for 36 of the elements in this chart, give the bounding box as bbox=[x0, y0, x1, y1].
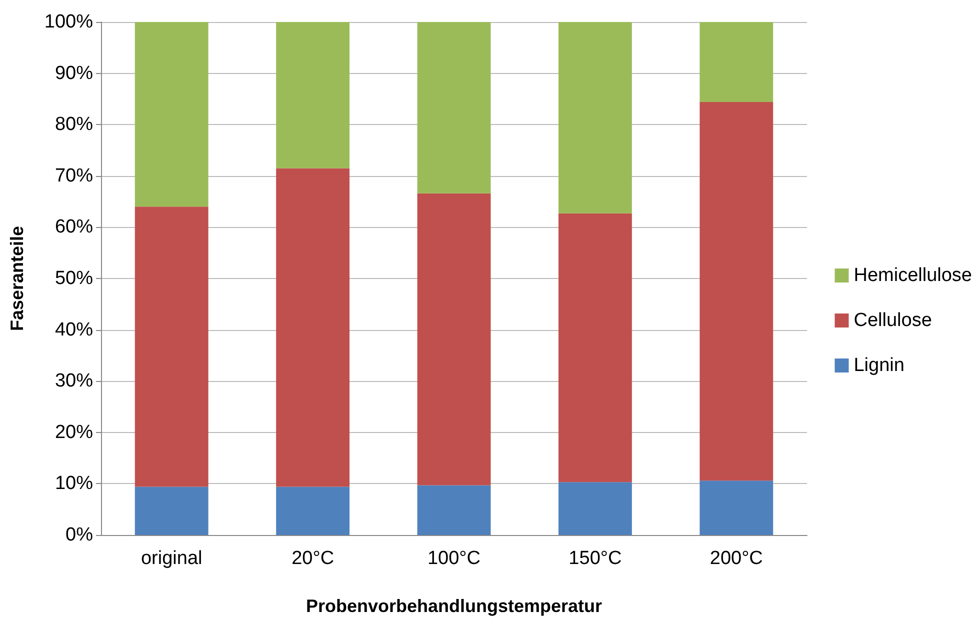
bar bbox=[417, 193, 491, 486]
legend-label: Hemicellulose bbox=[854, 265, 972, 286]
x-tick-label: 100°C bbox=[427, 548, 481, 569]
bar bbox=[134, 206, 208, 487]
x-tick-label: 20°C bbox=[292, 548, 334, 569]
bar bbox=[276, 168, 350, 487]
bar bbox=[558, 213, 632, 482]
y-tick-label: 70% bbox=[54, 165, 94, 186]
bar bbox=[558, 22, 632, 214]
bar bbox=[134, 486, 208, 535]
x-axis-title: Probenvorbehandlungstemperatur bbox=[306, 596, 602, 616]
y-tick-label: 100% bbox=[44, 12, 94, 32]
bar bbox=[276, 22, 350, 168]
bar bbox=[700, 480, 774, 535]
bar bbox=[558, 482, 632, 535]
y-tick-label: 80% bbox=[54, 114, 94, 136]
bar bbox=[700, 22, 774, 102]
y-tick-label: 10% bbox=[54, 473, 94, 494]
bar bbox=[134, 22, 208, 207]
y-tick-label: 90% bbox=[54, 62, 94, 84]
x-tick-label: 150°C bbox=[568, 548, 622, 569]
y-tick-label: 0% bbox=[66, 524, 94, 546]
y-tick-label: 50% bbox=[54, 268, 94, 289]
bar bbox=[276, 486, 350, 535]
legend-label: Cellulose bbox=[854, 310, 932, 331]
x-tick-label: 200°C bbox=[710, 548, 763, 569]
bar bbox=[417, 22, 491, 194]
y-tick-label: 30% bbox=[54, 370, 94, 392]
bar bbox=[700, 102, 774, 481]
y-tick-label: 60% bbox=[54, 216, 94, 238]
x-tick-label: original bbox=[140, 548, 202, 569]
y-tick-label: 20% bbox=[54, 422, 94, 443]
legend-label: Lignin bbox=[854, 355, 904, 376]
bar bbox=[417, 485, 491, 535]
y-axis-title: Faseranteile bbox=[7, 226, 27, 332]
y-tick-label: 40% bbox=[54, 319, 94, 340]
